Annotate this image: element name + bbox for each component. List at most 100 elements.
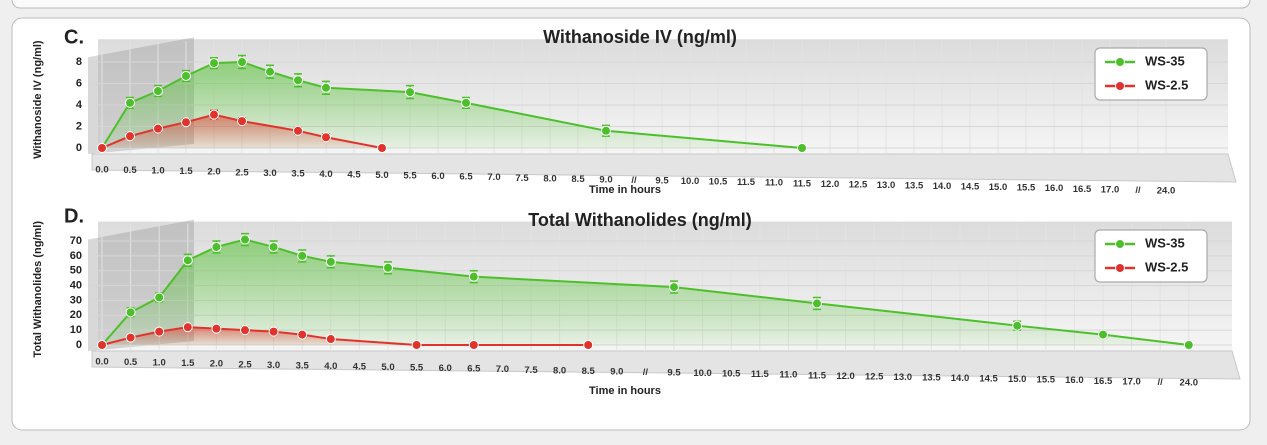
data-point bbox=[297, 250, 308, 261]
y-tick-label: 50 bbox=[70, 265, 82, 277]
x-tick-label: 3.5 bbox=[291, 168, 305, 179]
x-tick-label: 1.5 bbox=[179, 166, 193, 177]
legend-marker bbox=[1115, 57, 1125, 67]
data-point bbox=[468, 340, 479, 350]
x-tick-label: 5.0 bbox=[375, 170, 388, 181]
data-point bbox=[181, 70, 191, 81]
x-tick-label: 6.0 bbox=[439, 363, 452, 374]
x-tick-label: 0.5 bbox=[123, 165, 137, 176]
x-tick-label: 12.5 bbox=[849, 179, 868, 190]
data-point bbox=[321, 132, 331, 143]
x-tick-label: 5.0 bbox=[381, 362, 394, 373]
x-tick-label: 14.5 bbox=[979, 374, 998, 385]
x-tick-label: 16.0 bbox=[1045, 183, 1064, 194]
line bbox=[101, 238, 1189, 346]
data-point bbox=[240, 234, 250, 245]
x-tick-label: 1.5 bbox=[181, 358, 195, 369]
x-tick-label: 24.0 bbox=[1180, 377, 1199, 388]
chart-title: Total Withanolides (ng/ml) bbox=[528, 210, 752, 230]
x-tick-label: 3.0 bbox=[263, 168, 276, 179]
x-tick-label: 1.0 bbox=[151, 166, 164, 177]
chart-title: Withanoside IV (ng/ml) bbox=[543, 27, 737, 47]
x-tick-label: 15.5 bbox=[1017, 183, 1036, 194]
data-point bbox=[411, 340, 422, 350]
x-tick-label: 2.5 bbox=[235, 167, 249, 178]
data-point bbox=[812, 298, 822, 309]
x-tick-label: // bbox=[643, 367, 649, 378]
x-tick-label: 3.5 bbox=[296, 360, 310, 371]
x-tick-label: 9.5 bbox=[667, 368, 681, 379]
x-tick-label: 15.0 bbox=[989, 182, 1008, 193]
x-tick-label: 6.0 bbox=[431, 171, 444, 182]
x-tick-label: 13.0 bbox=[894, 372, 913, 383]
data-point bbox=[125, 307, 136, 318]
legend-marker bbox=[1115, 263, 1125, 273]
y-tick-label: 0 bbox=[76, 142, 82, 154]
x-tick-label: 16.5 bbox=[1073, 184, 1092, 195]
data-point bbox=[669, 282, 679, 293]
x-tick-label: 8.5 bbox=[582, 366, 596, 377]
x-tick-label: 10.5 bbox=[709, 177, 728, 188]
data-point bbox=[237, 57, 247, 67]
data-point bbox=[797, 143, 807, 153]
data-point bbox=[468, 271, 479, 282]
data-point bbox=[293, 75, 303, 86]
x-tick-label: // bbox=[1158, 377, 1164, 388]
x-tick-label: 17.0 bbox=[1101, 184, 1120, 195]
x-tick-label: 10.5 bbox=[722, 369, 741, 380]
legend-marker bbox=[1115, 239, 1125, 249]
x-tick-label: 10.0 bbox=[681, 176, 700, 187]
data-point bbox=[325, 334, 336, 345]
x-tick-label: 12.0 bbox=[821, 179, 840, 190]
x-tick-label: 7.0 bbox=[496, 364, 509, 375]
y-axis-label: Total Withanolides (ng/ml) bbox=[32, 221, 44, 358]
data-point bbox=[154, 292, 165, 303]
data-point bbox=[209, 58, 219, 69]
y-tick-label: 8 bbox=[76, 56, 82, 68]
x-tick-label: 9.0 bbox=[599, 174, 612, 185]
data-point bbox=[97, 143, 107, 153]
data-point bbox=[383, 262, 393, 273]
x-axis-label: Time in hours bbox=[589, 385, 661, 397]
data-point bbox=[181, 117, 191, 128]
data-point bbox=[211, 241, 222, 252]
x-tick-label: 13.0 bbox=[877, 180, 896, 191]
y-tick-label: 70 bbox=[70, 235, 82, 247]
x-tick-label: 12.5 bbox=[865, 371, 884, 382]
x-tick-label: 2.0 bbox=[210, 359, 223, 370]
x-tick-label: 0.0 bbox=[95, 165, 108, 176]
x-tick-label: 13.5 bbox=[905, 180, 924, 191]
x-tick-label: 11.5 bbox=[751, 369, 770, 380]
y-axis-label: Withanoside IV (ng/ml) bbox=[32, 40, 44, 159]
data-point bbox=[293, 125, 303, 136]
x-tick-label: 16.5 bbox=[1094, 376, 1113, 387]
data-point bbox=[601, 125, 611, 136]
y-tick-label: 40 bbox=[70, 279, 82, 291]
x-tick-label: 9.0 bbox=[610, 366, 623, 377]
upper-panel-edge bbox=[11, 0, 1251, 9]
data-point bbox=[153, 86, 163, 97]
y-tick-label: 20 bbox=[70, 309, 82, 321]
x-tick-label: 5.5 bbox=[410, 363, 424, 374]
panel-letter: D. bbox=[64, 205, 84, 227]
data-point bbox=[182, 255, 193, 266]
floor bbox=[91, 350, 1241, 380]
data-point bbox=[182, 322, 193, 333]
x-tick-label: 4.0 bbox=[324, 361, 337, 372]
x-tick-label: 8.0 bbox=[553, 365, 566, 376]
x-axis-label: Time in hours bbox=[589, 184, 661, 196]
data-point bbox=[125, 332, 136, 343]
x-tick-label: 0.0 bbox=[95, 357, 108, 368]
floor bbox=[91, 153, 1237, 183]
data-point bbox=[209, 109, 219, 120]
data-point bbox=[153, 123, 163, 134]
y-tick-label: 10 bbox=[70, 324, 82, 336]
x-tick-label: 3.0 bbox=[267, 360, 280, 371]
x-tick-label: 7.0 bbox=[487, 172, 500, 183]
x-tick-label: 8.5 bbox=[571, 174, 585, 185]
data-point bbox=[325, 256, 336, 267]
x-tick-label: 6.5 bbox=[459, 172, 473, 183]
x-tick-label: 7.5 bbox=[524, 365, 538, 376]
x-tick-label: // bbox=[631, 175, 637, 186]
